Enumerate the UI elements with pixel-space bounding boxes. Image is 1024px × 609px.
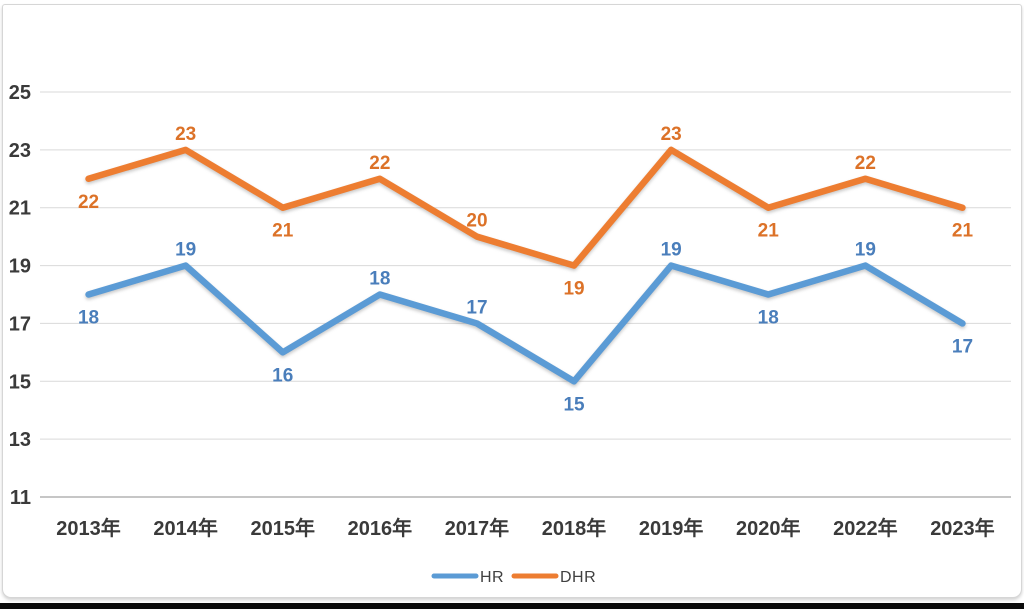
y-tick-label: 17 <box>9 313 31 335</box>
data-label-hr: 19 <box>855 240 876 261</box>
data-label-hr: 17 <box>952 336 973 357</box>
y-tick-label: 19 <box>9 256 31 278</box>
y-tick-label: 15 <box>9 371 31 393</box>
x-category-label: 2018年 <box>542 516 607 540</box>
data-label-dhr: 22 <box>369 153 390 174</box>
data-label-hr: 18 <box>78 308 99 329</box>
data-label-dhr: 23 <box>175 124 196 145</box>
y-tick-label: 25 <box>9 82 31 104</box>
series-line-hr <box>85 262 966 385</box>
data-label-dhr: 21 <box>272 221 294 242</box>
data-label-dhr: 23 <box>661 124 682 145</box>
data-label-dhr: 19 <box>563 279 584 300</box>
legend-label-hr: HR <box>480 569 504 586</box>
x-category-label: 2015年 <box>251 516 316 540</box>
data-label-hr: 18 <box>758 308 779 329</box>
data-label-dhr: 22 <box>855 153 876 174</box>
data-label-hr: 15 <box>563 394 585 415</box>
data-label-dhr: 21 <box>952 221 974 242</box>
y-tick-label: 11 <box>10 487 31 509</box>
x-category-label: 2013年 <box>56 516 121 540</box>
x-category-label: 2023年 <box>930 516 995 540</box>
series-line-dhr <box>85 146 966 269</box>
y-tick-label: 13 <box>9 429 31 451</box>
y-tick-label: 21 <box>9 198 31 220</box>
data-label-hr: 19 <box>175 240 196 261</box>
x-category-label: 2014年 <box>153 516 218 540</box>
data-label-hr: 17 <box>466 297 487 318</box>
chart-frame <box>2 4 1022 598</box>
x-category-label: 2017年 <box>445 516 510 540</box>
data-label-dhr: 20 <box>466 211 487 232</box>
legend-label-dhr: DHR <box>560 569 596 586</box>
data-label-hr: 16 <box>272 365 293 386</box>
x-category-label: 2019年 <box>639 516 704 540</box>
x-category-label: 2016年 <box>348 516 413 540</box>
data-label-dhr: 21 <box>758 221 780 242</box>
x-category-label: 2022年 <box>833 516 898 540</box>
x-category-label: 2020年 <box>736 516 801 540</box>
data-label-hr: 19 <box>661 240 682 261</box>
data-label-dhr: 22 <box>78 192 99 213</box>
y-tick-label: 23 <box>9 140 31 162</box>
window-bottom-edge <box>0 603 1024 609</box>
data-label-hr: 18 <box>369 269 390 290</box>
